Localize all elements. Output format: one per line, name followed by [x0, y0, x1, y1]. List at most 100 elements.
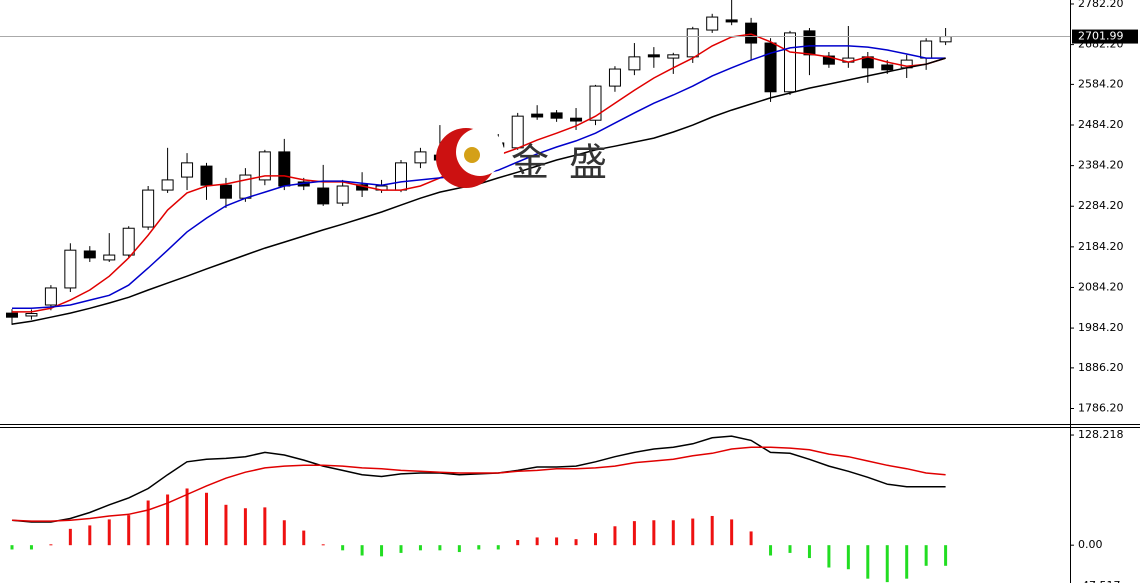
histogram-bar	[769, 545, 773, 556]
histogram-bar	[185, 488, 189, 546]
y-tick-label: 2384.20	[1078, 159, 1124, 172]
candle-body	[161, 179, 174, 191]
y-tick-label: 1786.20	[1078, 401, 1124, 414]
candle-body	[647, 54, 660, 58]
histogram-bar	[924, 545, 928, 566]
candle-body	[336, 185, 349, 204]
candle-body	[219, 184, 232, 199]
histogram-bar	[399, 545, 403, 553]
histogram-bar	[341, 545, 345, 551]
candle-body	[803, 30, 816, 56]
histogram-bar	[807, 545, 811, 559]
histogram-bar	[574, 539, 578, 546]
histogram-bar	[107, 519, 111, 546]
candle-body	[317, 187, 330, 205]
candle-body	[920, 40, 933, 59]
histogram-bar	[652, 520, 656, 546]
histogram-bar	[457, 545, 461, 553]
histogram-bar	[866, 545, 870, 579]
candle-body	[725, 19, 738, 23]
histogram-bar	[613, 526, 617, 546]
candle-body	[258, 151, 271, 181]
candle-body	[414, 151, 427, 164]
candle-body	[142, 189, 155, 228]
candle-body	[939, 36, 952, 43]
histogram-bar	[905, 545, 909, 579]
logo-cutout	[456, 128, 504, 176]
histogram-bar	[10, 545, 14, 550]
histogram-bar	[205, 492, 208, 546]
watermark-text: 金	[511, 141, 549, 185]
histogram-bar	[263, 507, 267, 546]
histogram-bar	[88, 525, 92, 546]
candle-body	[608, 68, 621, 87]
candle-body	[181, 162, 194, 178]
candle-body	[64, 249, 77, 289]
candle-body	[628, 56, 641, 71]
candle-body	[103, 254, 116, 261]
y-tick-label: 2184.20	[1078, 240, 1124, 253]
histogram-bar	[730, 519, 734, 546]
histogram-bar	[49, 544, 53, 546]
logo-ball	[464, 147, 480, 163]
histogram-bar	[691, 518, 695, 546]
y-tick-label: 128.218	[1078, 428, 1124, 441]
candle-body	[550, 112, 563, 119]
candle-body	[278, 151, 291, 187]
histogram-bar	[166, 494, 170, 546]
candle-body	[706, 16, 719, 31]
histogram-bar	[846, 545, 850, 570]
current-price-label: 2701.99	[1078, 30, 1124, 43]
histogram-bar	[380, 545, 384, 557]
histogram-bar	[224, 504, 228, 546]
histogram-bar	[477, 545, 481, 550]
histogram-bar	[418, 545, 422, 551]
watermark: 金 盛	[436, 128, 607, 188]
histogram-bar	[127, 515, 131, 546]
histogram-bar	[68, 528, 72, 546]
candle-body	[570, 117, 583, 122]
histogram-bar	[788, 545, 792, 553]
candle-body	[822, 55, 835, 65]
y-tick-label: 1984.20	[1078, 321, 1124, 334]
histogram-bar	[671, 520, 675, 546]
histogram-bar	[885, 545, 889, 583]
candle-body	[667, 54, 680, 59]
histogram-bar	[302, 530, 306, 546]
candle-body	[764, 42, 777, 93]
candle-body	[589, 85, 602, 121]
histogram-bar	[360, 545, 364, 556]
candle-body	[122, 227, 135, 256]
y-tick-label: 1886.20	[1078, 361, 1124, 374]
histogram-bar	[438, 545, 442, 551]
histogram-bar	[282, 520, 286, 546]
y-tick-label: 2484.20	[1078, 118, 1124, 131]
histogram-bar	[146, 500, 150, 546]
histogram-bar	[632, 521, 636, 546]
y-tick-label: -47.517	[1078, 579, 1120, 583]
candle-body	[686, 28, 699, 58]
histogram-bar	[321, 544, 325, 546]
y-tick-label: 2584.20	[1078, 77, 1124, 90]
candle-body	[784, 32, 796, 93]
candle-body	[83, 250, 96, 259]
candle-body	[531, 113, 544, 118]
histogram-bar	[29, 545, 33, 550]
y-tick-label: 2084.20	[1078, 280, 1124, 293]
histogram-bar	[944, 545, 948, 566]
histogram-bar	[535, 537, 539, 546]
candle-body	[395, 162, 407, 191]
histogram-bar	[496, 545, 500, 550]
histogram-bar	[749, 531, 753, 546]
histogram-bar	[243, 508, 247, 546]
y-tick-label: 0.00	[1078, 538, 1103, 551]
candle-body	[25, 313, 38, 317]
indicator-line	[11, 435, 946, 523]
candle-body	[200, 165, 213, 186]
candle-body	[44, 287, 57, 306]
candle-body	[6, 312, 18, 318]
histogram-bar	[516, 540, 520, 546]
histogram-bar	[710, 515, 714, 546]
